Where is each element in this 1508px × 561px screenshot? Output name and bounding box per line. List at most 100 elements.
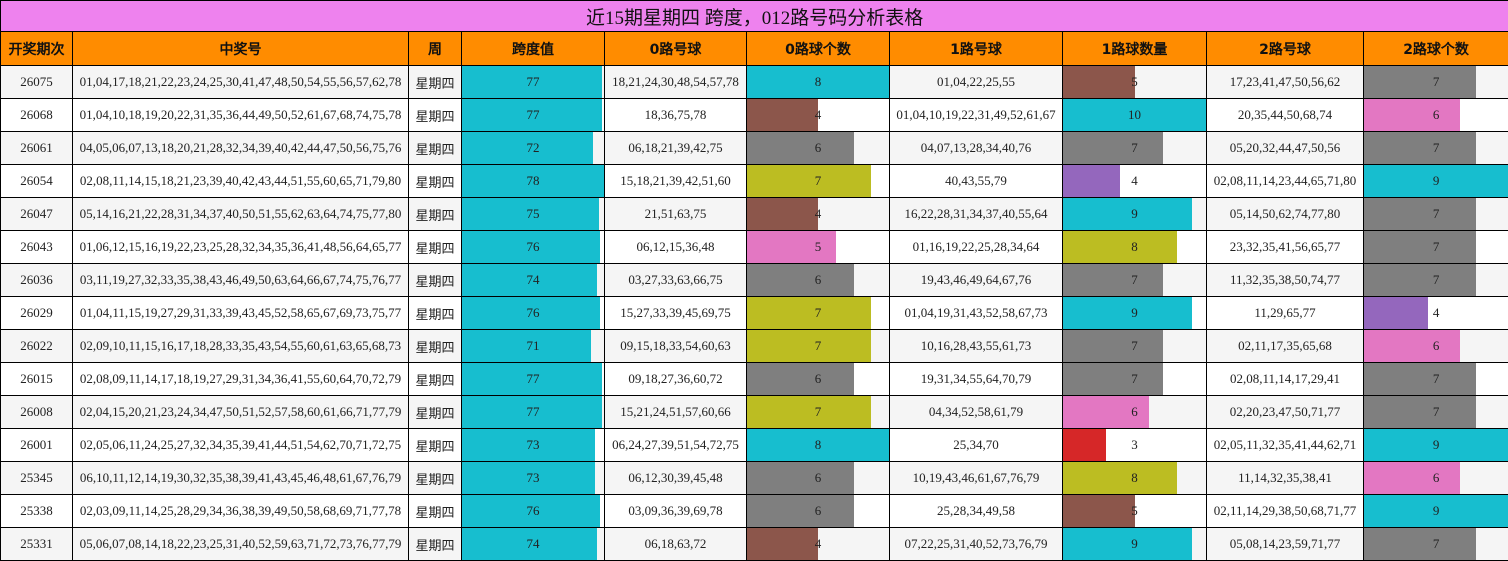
cell-route2-count-bar bbox=[1364, 231, 1476, 263]
cell-route2-count-value: 9 bbox=[1433, 437, 1440, 452]
col-header-week: 周 bbox=[409, 32, 462, 66]
cell-route0-count-value: 6 bbox=[815, 272, 822, 287]
cell-route1-count-bar bbox=[1063, 264, 1163, 296]
cell-route1-count-bar bbox=[1063, 198, 1192, 230]
cell-route1-balls: 10,16,28,43,55,61,73 bbox=[890, 330, 1063, 363]
cell-route1-count: 6 bbox=[1063, 396, 1207, 429]
cell-route0-balls: 09,18,27,36,60,72 bbox=[605, 363, 747, 396]
cell-route2-count-value: 6 bbox=[1433, 107, 1440, 122]
cell-route1-count-bar bbox=[1063, 132, 1163, 164]
cell-span-value: 77 bbox=[527, 107, 540, 122]
cell-span: 72 bbox=[462, 132, 605, 165]
cell-route1-count: 7 bbox=[1063, 363, 1207, 396]
cell-route0-count-bar bbox=[747, 528, 818, 560]
cell-route1-count-bar bbox=[1063, 330, 1163, 362]
cell-route1-count: 7 bbox=[1063, 330, 1207, 363]
cell-period: 26068 bbox=[1, 99, 73, 132]
cell-route0-count-value: 7 bbox=[815, 404, 822, 419]
cell-span: 77 bbox=[462, 363, 605, 396]
cell-weekday: 星期四 bbox=[409, 363, 462, 396]
cell-route1-count-bar bbox=[1063, 297, 1192, 329]
cell-route0-count: 7 bbox=[747, 165, 890, 198]
cell-route2-balls: 20,35,44,50,68,74 bbox=[1207, 99, 1364, 132]
cell-route0-count-value: 7 bbox=[815, 305, 822, 320]
col-header-route0-balls: 0路号球 bbox=[605, 32, 747, 66]
cell-span: 76 bbox=[462, 231, 605, 264]
cell-route2-balls: 11,32,35,38,50,74,77 bbox=[1207, 264, 1364, 297]
cell-route0-balls: 06,12,30,39,45,48 bbox=[605, 462, 747, 495]
cell-route2-count-value: 7 bbox=[1433, 140, 1440, 155]
cell-route1-count: 9 bbox=[1063, 198, 1207, 231]
cell-route1-balls: 40,43,55,79 bbox=[890, 165, 1063, 198]
cell-route1-balls: 25,28,34,49,58 bbox=[890, 495, 1063, 528]
cell-weekday: 星期四 bbox=[409, 165, 462, 198]
cell-winning-numbers: 02,03,09,11,14,25,28,29,34,36,38,39,49,5… bbox=[73, 495, 409, 528]
cell-route0-balls: 03,27,33,63,66,75 bbox=[605, 264, 747, 297]
cell-weekday: 星期四 bbox=[409, 132, 462, 165]
cell-route0-count-value: 8 bbox=[815, 437, 822, 452]
cell-route2-count-bar bbox=[1364, 264, 1476, 296]
cell-route0-count: 6 bbox=[747, 363, 890, 396]
cell-winning-numbers: 01,06,12,15,16,19,22,23,25,28,32,34,35,3… bbox=[73, 231, 409, 264]
cell-route2-count-bar bbox=[1364, 99, 1460, 131]
cell-route1-count-value: 5 bbox=[1131, 503, 1138, 518]
cell-span-value: 75 bbox=[527, 206, 540, 221]
cell-winning-numbers: 02,05,06,11,24,25,27,32,34,35,39,41,44,5… bbox=[73, 429, 409, 462]
cell-route0-count-bar bbox=[747, 363, 854, 395]
cell-route2-count: 9 bbox=[1364, 165, 1508, 198]
cell-period: 26043 bbox=[1, 231, 73, 264]
cell-period: 26015 bbox=[1, 363, 73, 396]
cell-route0-count-bar bbox=[747, 99, 818, 131]
cell-period: 25345 bbox=[1, 462, 73, 495]
cell-winning-numbers: 05,06,07,08,14,18,22,23,25,31,40,52,59,6… bbox=[73, 528, 409, 561]
cell-route0-count-bar bbox=[747, 132, 854, 164]
cell-route2-count-value: 7 bbox=[1433, 239, 1440, 254]
cell-route1-count: 3 bbox=[1063, 429, 1207, 462]
cell-route2-count: 9 bbox=[1364, 429, 1508, 462]
cell-route1-balls: 01,04,22,25,55 bbox=[890, 66, 1063, 99]
cell-route2-count-bar bbox=[1364, 66, 1476, 98]
cell-span-value: 78 bbox=[527, 173, 540, 188]
cell-route1-count-value: 9 bbox=[1131, 206, 1138, 221]
cell-route1-balls: 01,04,19,31,43,52,58,67,73 bbox=[890, 297, 1063, 330]
cell-route0-count-bar bbox=[747, 330, 871, 362]
cell-route1-count: 8 bbox=[1063, 462, 1207, 495]
cell-period: 26036 bbox=[1, 264, 73, 297]
cell-route1-count-value: 4 bbox=[1131, 173, 1138, 188]
cell-winning-numbers: 04,05,06,07,13,18,20,21,28,32,34,39,40,4… bbox=[73, 132, 409, 165]
cell-winning-numbers: 01,04,10,18,19,20,22,31,35,36,44,49,50,5… bbox=[73, 99, 409, 132]
cell-route0-count-value: 6 bbox=[815, 371, 822, 386]
cell-weekday: 星期四 bbox=[409, 528, 462, 561]
cell-winning-numbers: 02,09,10,11,15,16,17,18,28,33,35,43,54,5… bbox=[73, 330, 409, 363]
cell-span-value: 73 bbox=[527, 437, 540, 452]
cell-route0-count-value: 5 bbox=[815, 239, 822, 254]
cell-span: 73 bbox=[462, 429, 605, 462]
cell-route0-balls: 03,09,36,39,69,78 bbox=[605, 495, 747, 528]
cell-route2-balls: 05,08,14,23,59,71,77 bbox=[1207, 528, 1364, 561]
cell-route1-count-value: 3 bbox=[1131, 437, 1138, 452]
cell-route0-balls: 06,24,27,39,51,54,72,75 bbox=[605, 429, 747, 462]
cell-span-value: 76 bbox=[527, 503, 540, 518]
cell-route0-count: 5 bbox=[747, 231, 890, 264]
cell-weekday: 星期四 bbox=[409, 429, 462, 462]
cell-route2-count-value: 7 bbox=[1433, 206, 1440, 221]
header-row: 开奖期次 中奖号 周 跨度值 0路号球 0路球个数 1路号球 1路球数量 2路号… bbox=[1, 32, 1508, 66]
cell-route0-count-value: 7 bbox=[815, 338, 822, 353]
cell-route1-count-bar bbox=[1063, 429, 1106, 461]
cell-route2-balls: 11,29,65,77 bbox=[1207, 297, 1364, 330]
cell-route2-balls: 02,11,17,35,65,68 bbox=[1207, 330, 1364, 363]
cell-route1-count: 10 bbox=[1063, 99, 1207, 132]
cell-route2-count-bar bbox=[1364, 396, 1476, 428]
cell-route0-count-bar bbox=[747, 231, 836, 263]
cell-route0-count: 4 bbox=[747, 99, 890, 132]
cell-route2-count: 6 bbox=[1364, 99, 1508, 132]
cell-route0-balls: 06,12,15,36,48 bbox=[605, 231, 747, 264]
cell-route1-count-bar bbox=[1063, 462, 1177, 494]
cell-weekday: 星期四 bbox=[409, 99, 462, 132]
